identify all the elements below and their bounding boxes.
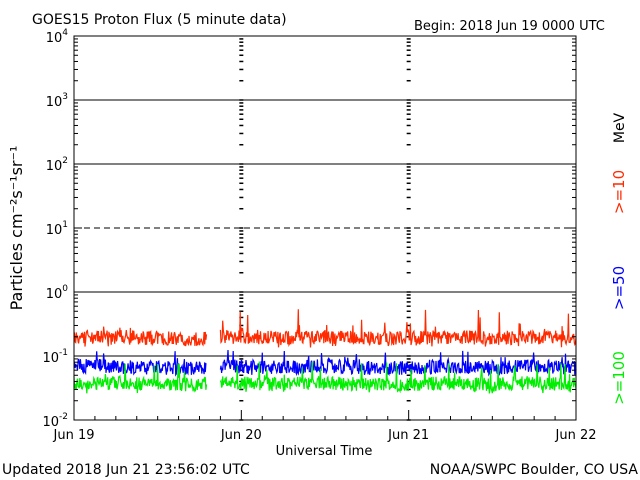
legend-unit-label: MeV (612, 112, 628, 143)
x-axis-label: Universal Time (276, 444, 373, 459)
series-line (73, 361, 577, 394)
series-line (73, 349, 577, 377)
series-trace (73, 309, 577, 348)
y-tick-label: 103 (46, 92, 68, 110)
legend-entry: >=50 (610, 266, 628, 310)
x-tick-label: Jun 21 (387, 428, 429, 443)
y-tick-label: 104 (46, 28, 69, 46)
legend-entry: >=100 (610, 351, 628, 405)
reference-lines (74, 99, 576, 357)
series-trace (73, 361, 577, 394)
series-trace (73, 349, 577, 377)
updated-timestamp: Updated 2018 Jun 21 23:56:02 UTC (2, 462, 250, 478)
begin-time-label: Begin: 2018 Jun 19 0000 UTC (414, 19, 605, 34)
y-tick-label: 101 (46, 220, 68, 238)
legend-entry: >=10 (610, 170, 628, 214)
y-axis-ticks: 104 103 102 101 100 10-1 10-2 (42, 28, 576, 430)
data-source: NOAA/SWPC Boulder, CO USA (430, 462, 639, 478)
y-tick-label: 10-1 (42, 348, 68, 366)
x-tick-label: Jun 20 (220, 428, 262, 443)
data-series (73, 309, 577, 394)
y-tick-label: 100 (46, 284, 69, 302)
chart-title: GOES15 Proton Flux (5 minute data) (32, 12, 287, 28)
y-tick-label: 10-2 (42, 412, 68, 430)
y-axis-label: Particles cm⁻²s⁻¹sr⁻¹ (7, 146, 26, 311)
series-line (73, 309, 577, 348)
x-tick-label: Jun 22 (555, 428, 597, 443)
x-axis-ticks: Jun 19 Jun 20 Jun 21 Jun 22 (53, 410, 597, 443)
x-tick-label: Jun 19 (53, 428, 95, 443)
y-tick-label: 102 (46, 156, 68, 174)
legend: MeV >=10 >=50 >=100 (610, 112, 628, 404)
